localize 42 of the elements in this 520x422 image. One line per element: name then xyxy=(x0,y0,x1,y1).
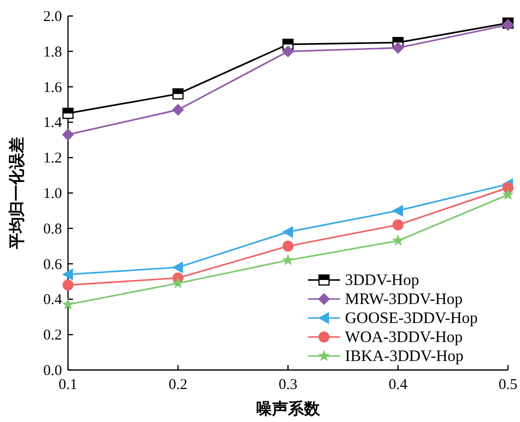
point xyxy=(62,268,73,280)
point xyxy=(502,182,514,194)
legend-label: 3DDV-Hop xyxy=(345,272,420,289)
y-tick-label: 1.4 xyxy=(43,115,62,132)
point xyxy=(392,219,404,230)
point xyxy=(62,280,74,291)
point xyxy=(172,277,184,288)
x-tick-label: 0.2 xyxy=(168,377,188,393)
y-tick-label: 0.0 xyxy=(43,363,62,379)
point xyxy=(502,188,514,200)
x-tick-label: 0.1 xyxy=(58,377,78,393)
point xyxy=(282,45,294,58)
point xyxy=(392,234,404,246)
point xyxy=(172,261,183,274)
y-tick-label: 1.2 xyxy=(43,150,62,167)
y-axis-title: 平均归一化误差 xyxy=(8,137,26,250)
point xyxy=(392,204,403,217)
point xyxy=(172,104,184,116)
point xyxy=(392,42,404,54)
y-tick-label: 0.2 xyxy=(43,328,62,344)
legend-label: IBKA-3DDV-Hop xyxy=(345,348,464,365)
legend-label: MRW-3DDV-Hop xyxy=(345,291,463,308)
y-tick-label: 1.0 xyxy=(43,186,62,202)
point xyxy=(62,298,74,310)
legend-label: WOA-3DDV-Hop xyxy=(345,329,463,346)
y-tick-label: 0.6 xyxy=(43,256,62,273)
x-tick-label: 0.5 xyxy=(498,377,518,393)
y-tick-label: 1.6 xyxy=(43,80,62,96)
x-tick-label: 0.3 xyxy=(278,377,298,393)
x-axis-title: 噪声系数 xyxy=(256,400,321,418)
point xyxy=(282,226,293,238)
point xyxy=(282,254,294,266)
y-tick-label: 2.0 xyxy=(43,9,62,25)
y-tick-label: 0.8 xyxy=(43,221,62,238)
point xyxy=(62,108,74,119)
legend-label: GOOSE-3DDV-Hop xyxy=(345,310,478,327)
y-tick-label: 0.4 xyxy=(43,292,62,308)
point xyxy=(172,88,184,100)
x-tick-label: 0.4 xyxy=(388,377,408,393)
point xyxy=(282,240,294,252)
point xyxy=(62,128,74,141)
y-tick-label: 1.8 xyxy=(43,44,62,60)
